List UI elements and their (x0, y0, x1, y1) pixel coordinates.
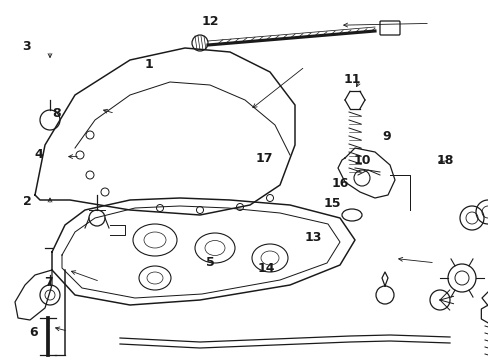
Text: 16: 16 (330, 177, 348, 190)
Text: 12: 12 (201, 15, 219, 28)
Text: 13: 13 (304, 231, 321, 244)
Text: 5: 5 (205, 256, 214, 269)
Text: 11: 11 (343, 73, 360, 86)
Text: 10: 10 (352, 154, 370, 167)
Text: 3: 3 (22, 40, 31, 53)
Text: 9: 9 (381, 130, 390, 143)
Text: 8: 8 (52, 107, 61, 120)
Text: 17: 17 (255, 152, 272, 165)
Text: 15: 15 (323, 197, 341, 210)
Text: 1: 1 (144, 58, 153, 71)
Text: 18: 18 (435, 154, 453, 167)
Text: 14: 14 (257, 262, 275, 275)
Text: 7: 7 (44, 276, 53, 289)
Text: 6: 6 (29, 327, 38, 339)
Text: 4: 4 (35, 148, 43, 161)
Text: 2: 2 (22, 195, 31, 208)
